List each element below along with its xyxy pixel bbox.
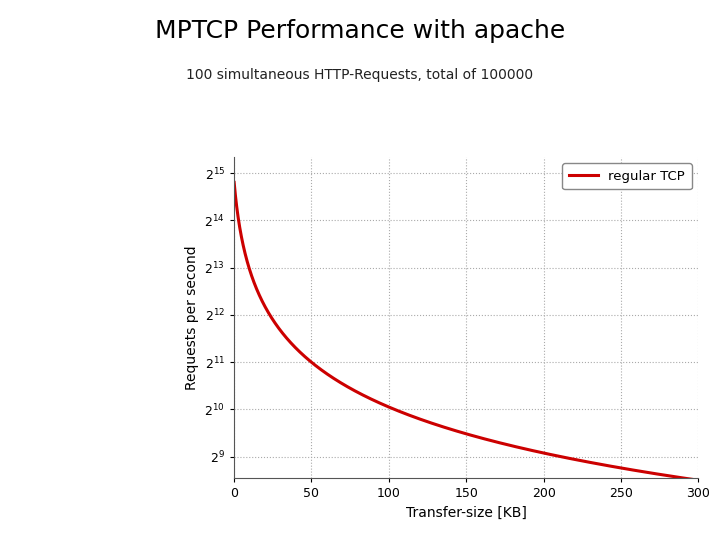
Line: regular TCP: regular TCP — [234, 183, 698, 480]
regular TCP — [694, 477, 703, 483]
regular TCP — [314, 364, 323, 371]
regular TCP — [532, 448, 541, 455]
Y-axis label: Requests per second: Requests per second — [185, 245, 199, 389]
regular TCP — [576, 457, 585, 464]
regular TCP — [408, 413, 416, 419]
regular TCP — [230, 179, 238, 186]
Text: 100 simultaneous HTTP-Requests, total of 100000: 100 simultaneous HTTP-Requests, total of… — [186, 68, 534, 82]
regular TCP — [508, 443, 517, 449]
Legend: regular TCP: regular TCP — [562, 163, 692, 190]
regular TCP — [611, 464, 620, 470]
X-axis label: Transfer-size [KB]: Transfer-size [KB] — [406, 505, 526, 519]
Text: MPTCP Performance with apache: MPTCP Performance with apache — [155, 19, 565, 43]
